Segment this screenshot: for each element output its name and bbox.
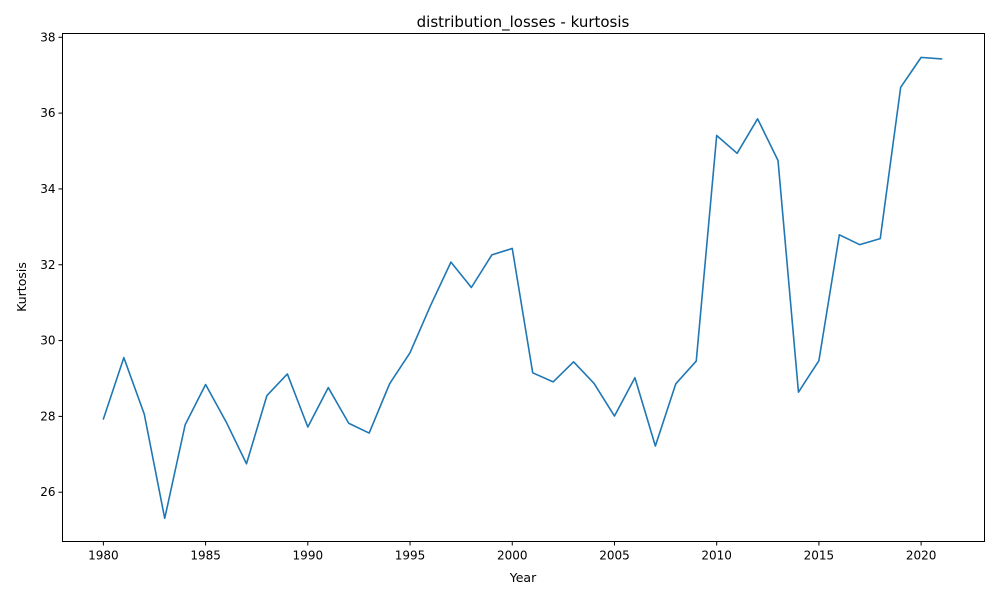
y-tick-label: 36 [40,106,55,120]
series-line [102,56,943,520]
x-tick-label: 2020 [906,549,937,563]
y-tick-label: 26 [40,485,55,499]
y-tick-label: 38 [40,30,55,44]
y-axis-label: Kurtosis [14,262,29,312]
x-tick-label: 2015 [804,549,835,563]
x-tick-label: 1990 [293,549,324,563]
plot-area [62,33,985,542]
y-tick-label: 30 [40,334,55,348]
x-tick-label: 1980 [88,549,119,563]
y-tick-label: 28 [40,409,55,423]
x-tick-label: 2010 [701,549,732,563]
y-tick-label: 34 [40,182,55,196]
x-axis-label: Year [509,570,537,585]
y-tick-label: 32 [40,258,55,272]
x-tick-label: 1995 [395,549,426,563]
chart-title: distribution_losses - kurtosis [417,13,630,32]
x-tick-label: 2005 [599,549,630,563]
x-tick-label: 1985 [190,549,221,563]
x-tick-label: 2000 [497,549,528,563]
series-layer [102,56,943,520]
y-axis: 26 28 30 32 34 36 38 [40,30,63,499]
plot-frame [62,33,985,542]
x-axis: 1980 1985 1990 1995 2000 2005 2010 2015 2020 [88,541,937,563]
